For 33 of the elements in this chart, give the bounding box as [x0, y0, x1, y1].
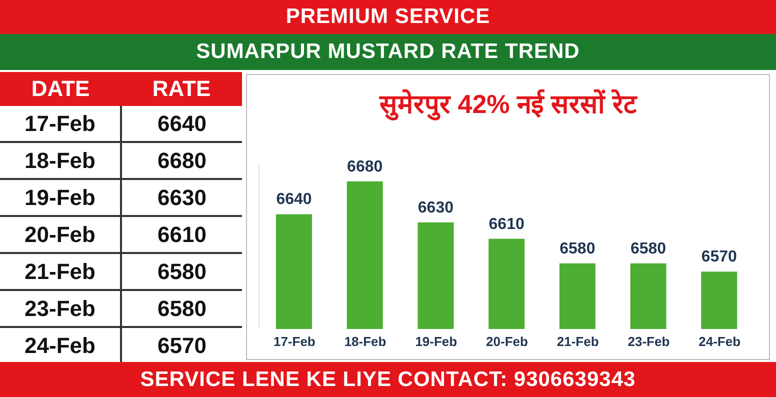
text: PREMIUM SERVICE: [0, 0, 776, 34]
data-label: 6580: [156, 258, 208, 286]
category-label: 19-Feb: [0, 180, 122, 215]
x-tick-label: 19-Feb: [415, 334, 458, 350]
data-label: 6680: [347, 158, 383, 176]
data-label: 6580: [560, 240, 596, 258]
data-label: 6580: [156, 294, 208, 322]
category-label: 20-Feb: [0, 217, 122, 252]
data-label: 6610: [156, 220, 208, 248]
data-label: 6570: [701, 248, 738, 266]
data-label: 6610: [488, 216, 524, 233]
x-tick-label: 21-Feb: [556, 334, 599, 350]
x-tick-label: 18-Feb: [344, 334, 386, 350]
x-tick-label: 17-Feb: [273, 334, 316, 350]
data-label: 6630: [418, 199, 454, 216]
text: SERVICE LENE KE LIYE CONTACT: 9306639343: [0, 362, 776, 397]
text: SUMARPUR MUSTARD RATE TREND: [0, 34, 776, 70]
data-label: 6680: [156, 146, 208, 174]
category-label: 18-Feb: [0, 143, 122, 178]
x-tick-label: 23-Feb: [628, 334, 670, 350]
x-tick-label: 20-Feb: [486, 334, 528, 350]
category-label: 21-Feb: [0, 254, 122, 289]
data-label: 6640: [156, 110, 208, 138]
data-label: 6640: [276, 191, 312, 208]
category-label: 17-Feb: [0, 106, 122, 141]
text: DATE: [30, 75, 91, 103]
data-label: 6580: [630, 240, 666, 258]
chart-title: सुमेरपुर 42% नई सरसों रेट: [378, 88, 638, 121]
x-tick-label: 24-Feb: [698, 334, 741, 350]
category-label: 23-Feb: [0, 291, 122, 326]
data-label: 6570: [156, 332, 208, 360]
data-label: 6630: [156, 184, 208, 212]
text: RATE: [151, 75, 212, 103]
